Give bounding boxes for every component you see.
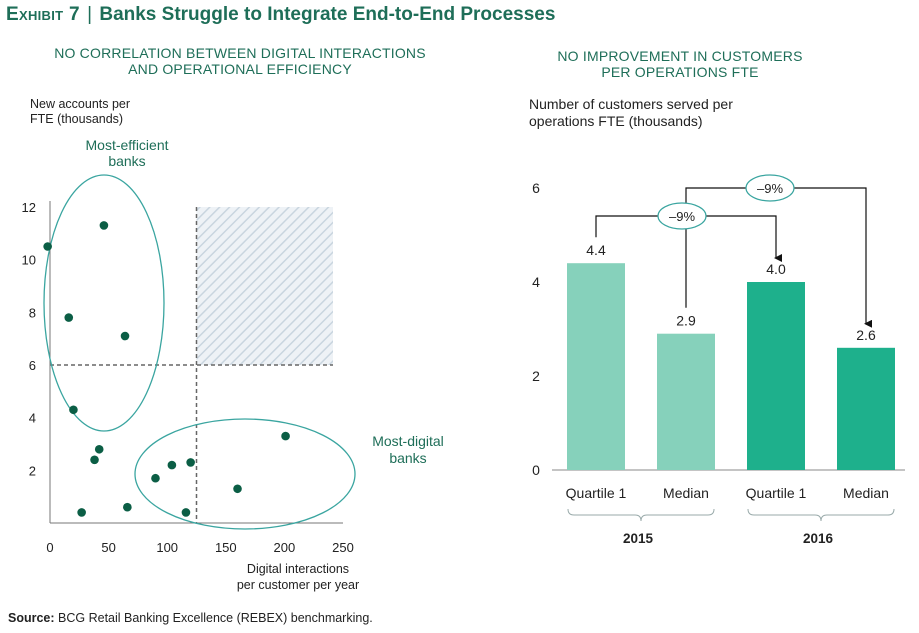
bar <box>747 282 805 470</box>
source-text: BCG Retail Banking Excellence (REBEX) be… <box>58 611 373 625</box>
scatter-point <box>43 242 52 251</box>
left-subtitle-line1: NO CORRELATION BETWEEN DIGITAL INTERACTI… <box>54 45 426 61</box>
annotation-digital-line1: Most-digital <box>372 433 444 449</box>
annotation-efficient-line2: banks <box>108 153 145 169</box>
bar-ytick-label: 2 <box>532 368 540 384</box>
left-chart-subtitle: NO CORRELATION BETWEEN DIGITAL INTERACTI… <box>30 45 450 77</box>
scatter-ytick-label: 10 <box>22 253 36 268</box>
right-subtitle-line2: PER OPERATIONS FTE <box>601 64 759 80</box>
bar-category-label: Median <box>843 485 889 501</box>
bar-ylabel-line2: operations FTE (thousands) <box>529 113 703 129</box>
most-digital-banks-ellipse <box>134 418 356 530</box>
scatter-xtick-label: 100 <box>156 540 178 555</box>
scatter-point <box>77 508 86 517</box>
scatter-ytick-label: 8 <box>29 305 36 320</box>
scatter-point <box>181 508 191 517</box>
source-label: Source: <box>8 611 55 625</box>
bar-value-label: 4.4 <box>586 242 606 258</box>
scatter-point <box>69 405 78 415</box>
right-subtitle-line1: NO IMPROVEMENT IN CUSTOMERS <box>557 48 803 64</box>
scatter-point <box>99 221 109 230</box>
scatter-point <box>64 313 74 322</box>
scatter-point <box>167 460 177 470</box>
scatter-xlabel-line1: Digital interactions <box>247 562 349 576</box>
scatter-xtick-label: 150 <box>215 540 237 555</box>
scatter-point <box>123 502 132 512</box>
bar-value-label: 4.0 <box>766 261 786 277</box>
scatter-xtick-label: 0 <box>46 540 53 555</box>
scatter-xtick-label: 200 <box>274 540 296 555</box>
scatter-point <box>281 431 290 441</box>
scatter-ytick-label: 12 <box>22 200 36 215</box>
title-separator: | <box>87 4 93 25</box>
scatter-point <box>120 331 130 341</box>
bar <box>567 263 625 470</box>
annotation-efficient-line1: Most-efficient <box>86 137 169 153</box>
bar-category-label: Median <box>663 485 709 501</box>
scatter-ytick-label: 6 <box>29 358 36 373</box>
scatter-ylabel-line2: FTE (thousands) <box>30 112 123 126</box>
group-label-2015: 2015 <box>623 531 654 546</box>
source-note: Source: BCG Retail Banking Excellence (R… <box>8 611 373 625</box>
scatter-ytick-label: 2 <box>29 463 36 478</box>
change-badge-median <box>745 174 795 202</box>
bar-value-label: 2.6 <box>856 327 876 343</box>
scatter-xlabel-line2: per customer per year <box>237 578 359 592</box>
scatter-point <box>151 473 160 483</box>
bar-category-label: Quartile 1 <box>566 485 627 501</box>
change-label-median: –9% <box>757 181 783 196</box>
scatter-xtick-label: 50 <box>101 540 115 555</box>
scatter-chart: New accounts per FTE (thousands) Most-ef… <box>22 97 444 592</box>
right-chart-subtitle: NO IMPROVEMENT IN CUSTOMERS PER OPERATIO… <box>520 48 840 80</box>
exhibit-title: Exhibit 7 | Banks Struggle to Integrate … <box>6 4 555 26</box>
bar-ytick-label: 6 <box>532 180 540 196</box>
bar-ylabel-line1: Number of customers served per <box>529 96 733 112</box>
scatter-point <box>94 444 104 454</box>
bar <box>837 347 895 470</box>
change-badge-quartile <box>657 202 707 230</box>
left-subtitle-line2: AND OPERATIONAL EFFICIENCY <box>128 61 352 77</box>
change-label-quartile: –9% <box>669 209 695 224</box>
group-brace <box>567 508 715 522</box>
scatter-ylabel-line1: New accounts per <box>30 97 130 111</box>
title-text: Banks Struggle to Integrate End-to-End P… <box>99 4 556 25</box>
most-efficient-banks-ellipse <box>43 174 165 432</box>
scatter-ytick-label: 4 <box>29 411 36 426</box>
group-label-2016: 2016 <box>803 531 834 546</box>
bar-ytick-label: 0 <box>532 462 540 478</box>
scatter-xtick-label: 250 <box>332 540 354 555</box>
scatter-point <box>90 455 99 465</box>
bar-chart: Number of customers served per operation… <box>529 96 905 546</box>
scatter-point <box>186 458 195 467</box>
high-digital-high-efficiency-zone <box>196 207 333 365</box>
bar-ytick-label: 4 <box>532 274 540 290</box>
annotation-digital-line2: banks <box>389 450 426 466</box>
group-brace <box>747 508 895 522</box>
exhibit-label: Exhibit 7 <box>6 4 80 25</box>
bar <box>657 333 715 470</box>
bar-value-label: 2.9 <box>676 313 696 329</box>
bar-category-label: Quartile 1 <box>746 485 807 501</box>
scatter-point <box>233 484 242 494</box>
